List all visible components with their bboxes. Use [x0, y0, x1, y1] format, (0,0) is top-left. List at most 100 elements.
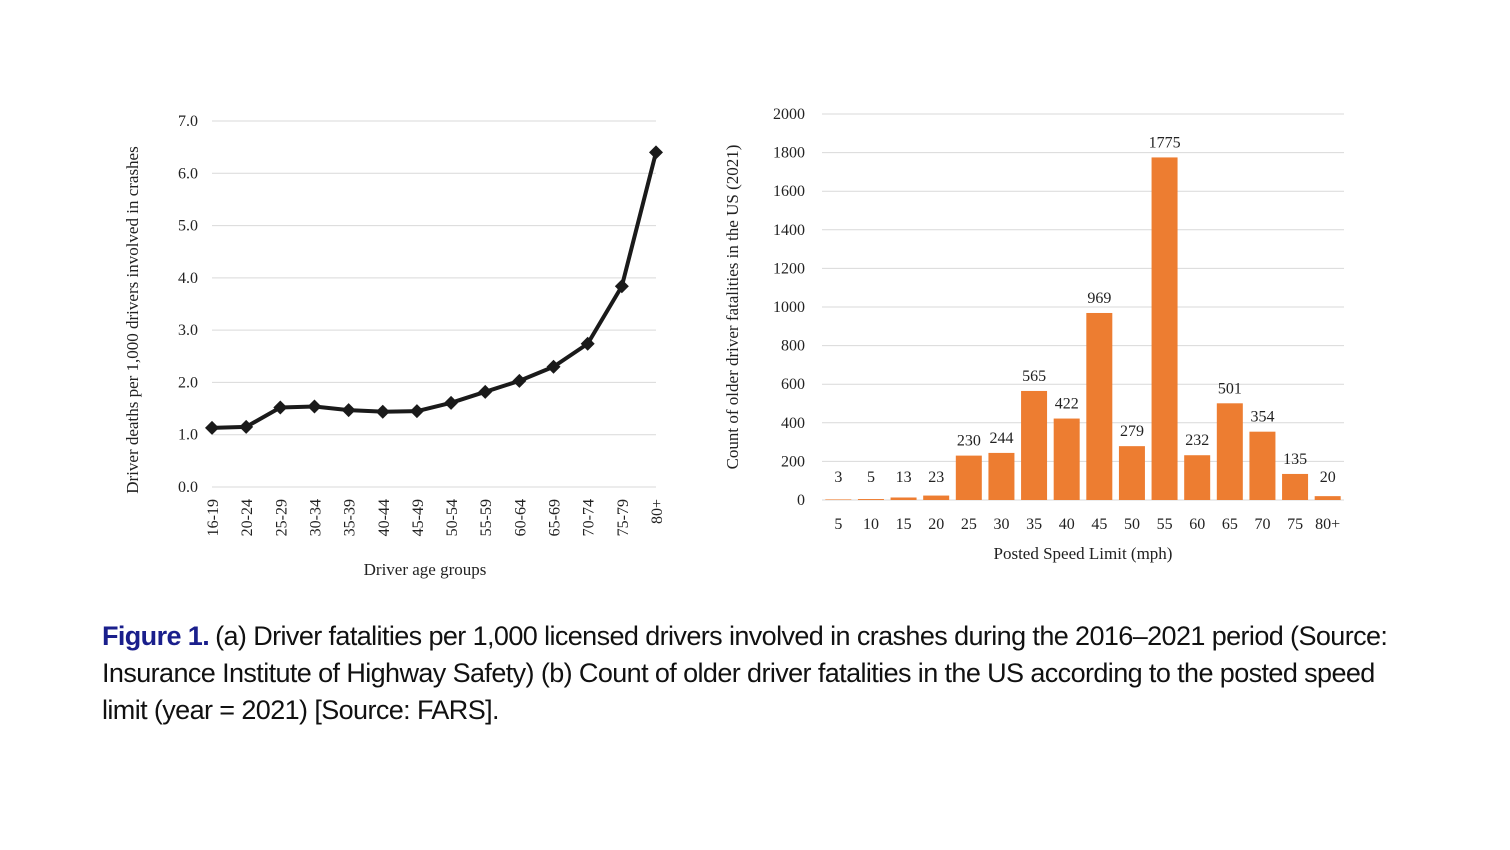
- x-tick-label: 30: [993, 516, 1009, 533]
- x-tick-label: 25-29: [273, 499, 290, 536]
- x-tick-label: 35: [1026, 516, 1042, 533]
- x-tick-label: 35-39: [342, 499, 359, 536]
- data-label: 232: [1185, 432, 1209, 449]
- y-tick-label: 600: [781, 376, 805, 393]
- y-tick-label: 200: [781, 453, 805, 470]
- data-label: 422: [1055, 396, 1079, 413]
- y-tick-label: 2000: [773, 106, 805, 123]
- data-point: [614, 279, 629, 294]
- y-tick-label: 7.0: [178, 113, 198, 130]
- data-label: 3: [834, 469, 842, 486]
- data-point: [512, 373, 527, 388]
- x-tick-label: 25: [961, 516, 977, 533]
- bar: [1314, 496, 1341, 500]
- y-tick-label: 4.0: [178, 270, 198, 287]
- data-label: 354: [1250, 409, 1274, 426]
- bar: [988, 452, 1015, 500]
- x-tick-label: 5: [834, 516, 842, 533]
- x-tick-label: 65: [1222, 516, 1238, 533]
- data-label: 501: [1218, 380, 1242, 397]
- data-label: 13: [896, 469, 912, 486]
- data-label: 244: [989, 430, 1013, 447]
- bar: [1151, 157, 1178, 501]
- bar: [1216, 403, 1243, 500]
- y-tick-label: 1.0: [178, 427, 198, 444]
- y-tick-label: 1000: [773, 299, 805, 316]
- x-tick-label: 40-44: [376, 499, 393, 536]
- data-label: 23: [928, 469, 944, 486]
- data-label: 279: [1120, 423, 1144, 440]
- x-tick-label: 30-34: [307, 499, 324, 536]
- data-label: 135: [1283, 451, 1307, 468]
- data-point: [444, 395, 459, 410]
- data-point: [546, 359, 561, 374]
- y-tick-label: 5.0: [178, 218, 198, 235]
- data-label: 969: [1087, 290, 1111, 307]
- data-point: [478, 384, 493, 399]
- bar: [1021, 390, 1048, 500]
- y-tick-label: 1800: [773, 145, 805, 162]
- bar: [1184, 455, 1211, 500]
- x-tick-label: 75-79: [615, 499, 632, 536]
- data-label: 1775: [1149, 134, 1181, 151]
- bar: [955, 455, 982, 500]
- x-tick-label: 20-24: [239, 499, 256, 536]
- bar: [1282, 473, 1309, 500]
- x-tick-label: 50: [1124, 516, 1140, 533]
- y-tick-label: 2.0: [178, 374, 198, 391]
- x-tick-label: 70-74: [581, 499, 598, 536]
- y-tick-label: 1200: [773, 260, 805, 277]
- y-tick-label: 0: [797, 492, 805, 509]
- x-tick-label: 75: [1287, 516, 1303, 533]
- x-tick-label: 60-64: [512, 499, 529, 536]
- bar: [1249, 431, 1276, 500]
- data-point: [341, 403, 356, 418]
- y-tick-label: 400: [781, 415, 805, 432]
- bar: [1118, 446, 1145, 500]
- bar: [923, 495, 950, 500]
- x-tick-label: 40: [1059, 516, 1075, 533]
- y-tick-label: 3.0: [178, 322, 198, 339]
- y-tick-label: 0.0: [178, 479, 198, 496]
- x-tick-label: 55: [1157, 516, 1173, 533]
- x-tick-label: 45: [1091, 516, 1107, 533]
- x-tick-label: 80+: [649, 499, 666, 524]
- x-tick-label: 70: [1254, 516, 1270, 533]
- bar: [890, 497, 917, 500]
- bar: [857, 499, 884, 500]
- y-tick-label: 6.0: [178, 165, 198, 182]
- bar: [1086, 312, 1113, 500]
- x-tick-label: 45-49: [410, 499, 427, 536]
- data-point: [205, 420, 219, 435]
- data-label: 565: [1022, 368, 1046, 385]
- data-point: [580, 336, 595, 351]
- data-point: [375, 404, 390, 419]
- caption-text: (a) Driver fatalities per 1,000 licensed…: [102, 621, 1388, 725]
- y-axis-title: Count of older driver fatalities in the …: [723, 145, 742, 470]
- y-tick-label: 800: [781, 338, 805, 355]
- data-label: 230: [957, 433, 981, 450]
- figure-caption: Figure 1. (a) Driver fatalities per 1,000…: [102, 618, 1402, 729]
- x-tick-label: 60: [1189, 516, 1205, 533]
- y-axis-title: Driver deaths per 1,000 drivers involved…: [123, 146, 142, 493]
- x-tick-label: 10: [863, 516, 879, 533]
- y-tick-label: 1400: [773, 222, 805, 239]
- data-point: [649, 145, 663, 160]
- x-tick-label: 55-59: [478, 499, 495, 536]
- bar: [1053, 418, 1080, 500]
- x-tick-label: 20: [928, 516, 944, 533]
- x-tick-label: 80+: [1315, 516, 1340, 533]
- x-tick-label: 65-69: [547, 499, 564, 536]
- data-point: [307, 399, 322, 414]
- x-axis-title: Posted Speed Limit (mph): [994, 544, 1173, 563]
- bar: [825, 499, 852, 500]
- data-label: 20: [1320, 469, 1336, 486]
- data-point: [239, 419, 254, 434]
- x-tick-label: 50-54: [444, 499, 461, 536]
- x-tick-label: 16-19: [205, 499, 222, 536]
- figure-label: Figure 1.: [102, 621, 210, 651]
- x-tick-label: 15: [896, 516, 912, 533]
- y-tick-label: 1600: [773, 183, 805, 200]
- data-point: [273, 400, 288, 415]
